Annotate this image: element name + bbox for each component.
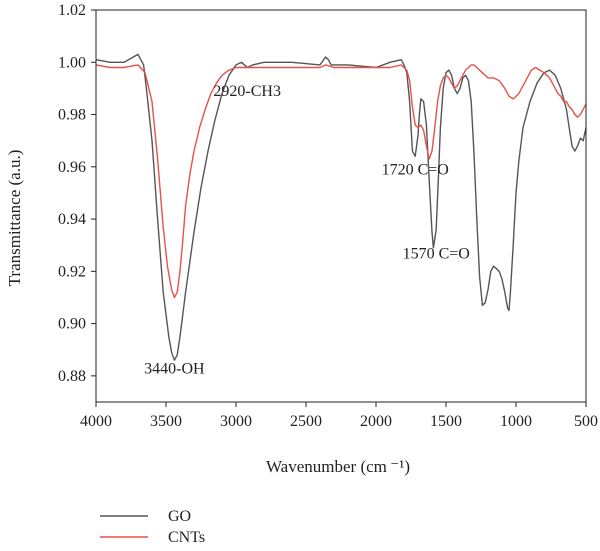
legend: GO CNTs (100, 508, 205, 546)
y-tick-label: 0.96 (58, 159, 86, 176)
x-tick-label: 2500 (290, 413, 322, 430)
y-tick-label: 1.02 (58, 2, 86, 19)
x-tick-label: 3500 (150, 413, 182, 430)
y-tick-label: 0.98 (58, 107, 86, 124)
series-layer (95, 53, 587, 361)
y-axis-label: Transmittance (a.u.) (5, 150, 24, 287)
tick-labels: 4000 3500 3000 2500 2000 1500 1000 500 0.88 0.90 0… (58, 2, 598, 430)
x-tick-label: 2000 (360, 413, 392, 430)
annotation-label: 2920-CH3 (213, 83, 281, 100)
y-tick-label: 0.90 (58, 316, 86, 333)
annotations: 2920-CH3 1720 C=O 1570 C=O 3440-OH (144, 83, 470, 377)
annotation-label: 1720 C=O (382, 162, 449, 179)
x-tick-label: 3000 (220, 413, 252, 430)
annotation-label: 1570 C=O (403, 245, 470, 262)
series-line-go (95, 53, 587, 361)
x-tick-label: 4000 (80, 413, 112, 430)
annotation-label: 3440-OH (144, 360, 205, 377)
legend-label-go: GO (168, 508, 191, 525)
y-tick-label: 1.00 (58, 54, 86, 71)
x-tick-label: 500 (574, 413, 598, 430)
x-axis-label: Wavenumber (cm ⁻¹) (266, 457, 410, 476)
y-tick-label: 0.88 (58, 368, 86, 385)
y-tick-label: 0.92 (58, 263, 86, 280)
x-tick-label: 1000 (500, 413, 532, 430)
x-tick-label: 1500 (430, 413, 462, 430)
y-tick-label: 0.94 (58, 211, 86, 228)
plot-frame (95, 9, 587, 403)
series-line-cnts (95, 64, 587, 299)
axes (91, 9, 587, 407)
legend-label-cnts: CNTs (168, 529, 205, 546)
